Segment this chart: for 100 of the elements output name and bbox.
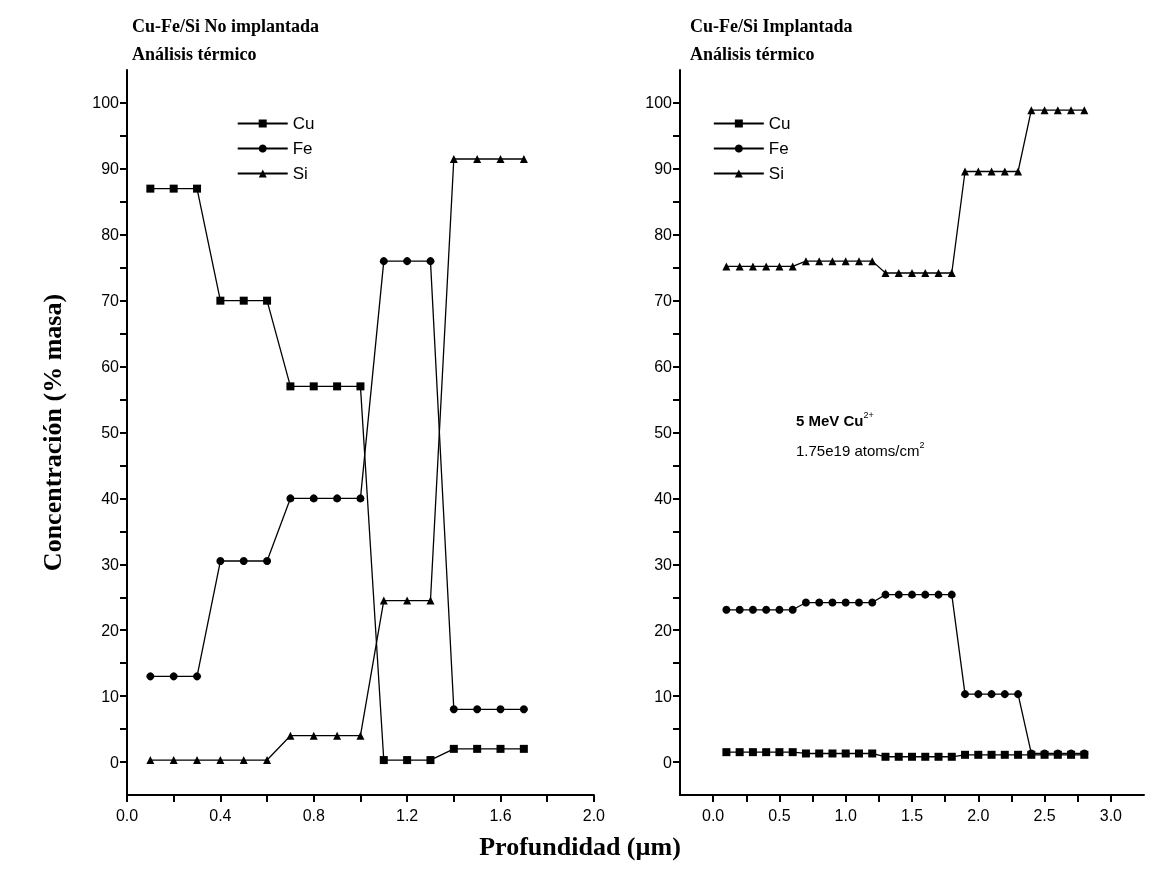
point (1067, 106, 1076, 115)
point (1014, 167, 1023, 176)
point (841, 749, 850, 758)
point (961, 167, 970, 176)
point (987, 167, 996, 176)
point (1014, 750, 1023, 759)
x-tick-label: 1.2 (396, 806, 419, 824)
y-tick-label: 100 (92, 94, 120, 112)
point (496, 744, 505, 753)
point (473, 705, 482, 714)
point (449, 744, 458, 753)
y-tick-label: 60 (654, 358, 673, 376)
y-tick-label: 70 (654, 292, 673, 310)
point (216, 296, 225, 305)
y-tick-label: 60 (101, 358, 120, 376)
point (881, 269, 890, 277)
point (379, 596, 388, 605)
legend-label: Fe (768, 139, 789, 158)
point (333, 494, 342, 503)
point (169, 184, 178, 193)
point (748, 748, 757, 757)
point (403, 756, 412, 765)
y-tick-label: 30 (101, 555, 120, 573)
y-tick-label: 10 (101, 687, 120, 705)
legend-label: Si (768, 164, 784, 183)
y-tick-label: 0 (110, 753, 120, 771)
point (934, 269, 943, 277)
point (974, 167, 983, 176)
point (239, 557, 248, 566)
point (894, 590, 903, 599)
x-tick-label: 0.0 (115, 806, 139, 824)
point (735, 748, 744, 757)
point (801, 598, 810, 607)
point (1000, 167, 1009, 176)
point (828, 257, 837, 266)
chart-subtitle: Análisis térmico (690, 44, 815, 64)
legend-label: Si (292, 164, 308, 183)
point (722, 605, 731, 614)
x-tick-label: 1.0 (834, 806, 857, 824)
point (934, 752, 943, 761)
point (881, 752, 890, 761)
point (1040, 106, 1049, 115)
point (169, 756, 178, 765)
chart-title: Cu-Fe/Si Implantada (690, 16, 853, 36)
point (216, 756, 225, 765)
point (1000, 690, 1009, 699)
y-tick-label: 30 (654, 555, 673, 573)
point (1000, 750, 1009, 759)
point (722, 748, 731, 757)
point (169, 672, 178, 681)
point (815, 749, 824, 758)
point (286, 494, 295, 503)
point (828, 749, 837, 758)
y-tick-label: 80 (101, 226, 120, 244)
point (263, 557, 272, 566)
point (801, 749, 810, 758)
point (309, 731, 318, 740)
point (449, 705, 458, 714)
point (762, 605, 771, 614)
x-tick-label: 0.5 (768, 806, 791, 824)
chart-title: Cu-Fe/Si No implantada (132, 16, 320, 36)
point (403, 257, 412, 266)
point (735, 605, 744, 614)
point (333, 731, 342, 740)
point (974, 750, 983, 759)
point (286, 382, 295, 391)
point (762, 748, 771, 757)
point (881, 590, 890, 599)
point (426, 596, 435, 605)
point (193, 756, 202, 765)
y-tick-label: 40 (654, 489, 673, 507)
point (519, 154, 528, 163)
point (403, 596, 412, 605)
point (496, 705, 505, 714)
y-tick-label: 50 (654, 424, 673, 441)
y-tick-label: 10 (654, 687, 673, 705)
point (193, 672, 202, 681)
point (146, 184, 155, 193)
point (974, 690, 983, 699)
point (854, 598, 863, 607)
point (263, 296, 272, 305)
point (788, 748, 797, 757)
x-tick-label: 2.0 (582, 806, 606, 824)
point (519, 744, 528, 753)
point (519, 705, 528, 714)
point (908, 269, 916, 277)
point (1014, 690, 1023, 699)
point (146, 756, 155, 765)
x-tick-label: 2.0 (967, 806, 990, 824)
x-tick-label: 3.0 (1099, 806, 1123, 824)
point (894, 752, 903, 761)
legend-label: Cu (768, 114, 791, 133)
point (961, 690, 970, 699)
point (473, 744, 482, 753)
x-axis-title: Profundidad (µm) (478, 832, 682, 862)
point (854, 749, 863, 758)
point (449, 154, 458, 163)
y-tick-label: 80 (654, 226, 673, 244)
x-tick-label: 1.6 (489, 806, 512, 824)
point (216, 557, 225, 566)
